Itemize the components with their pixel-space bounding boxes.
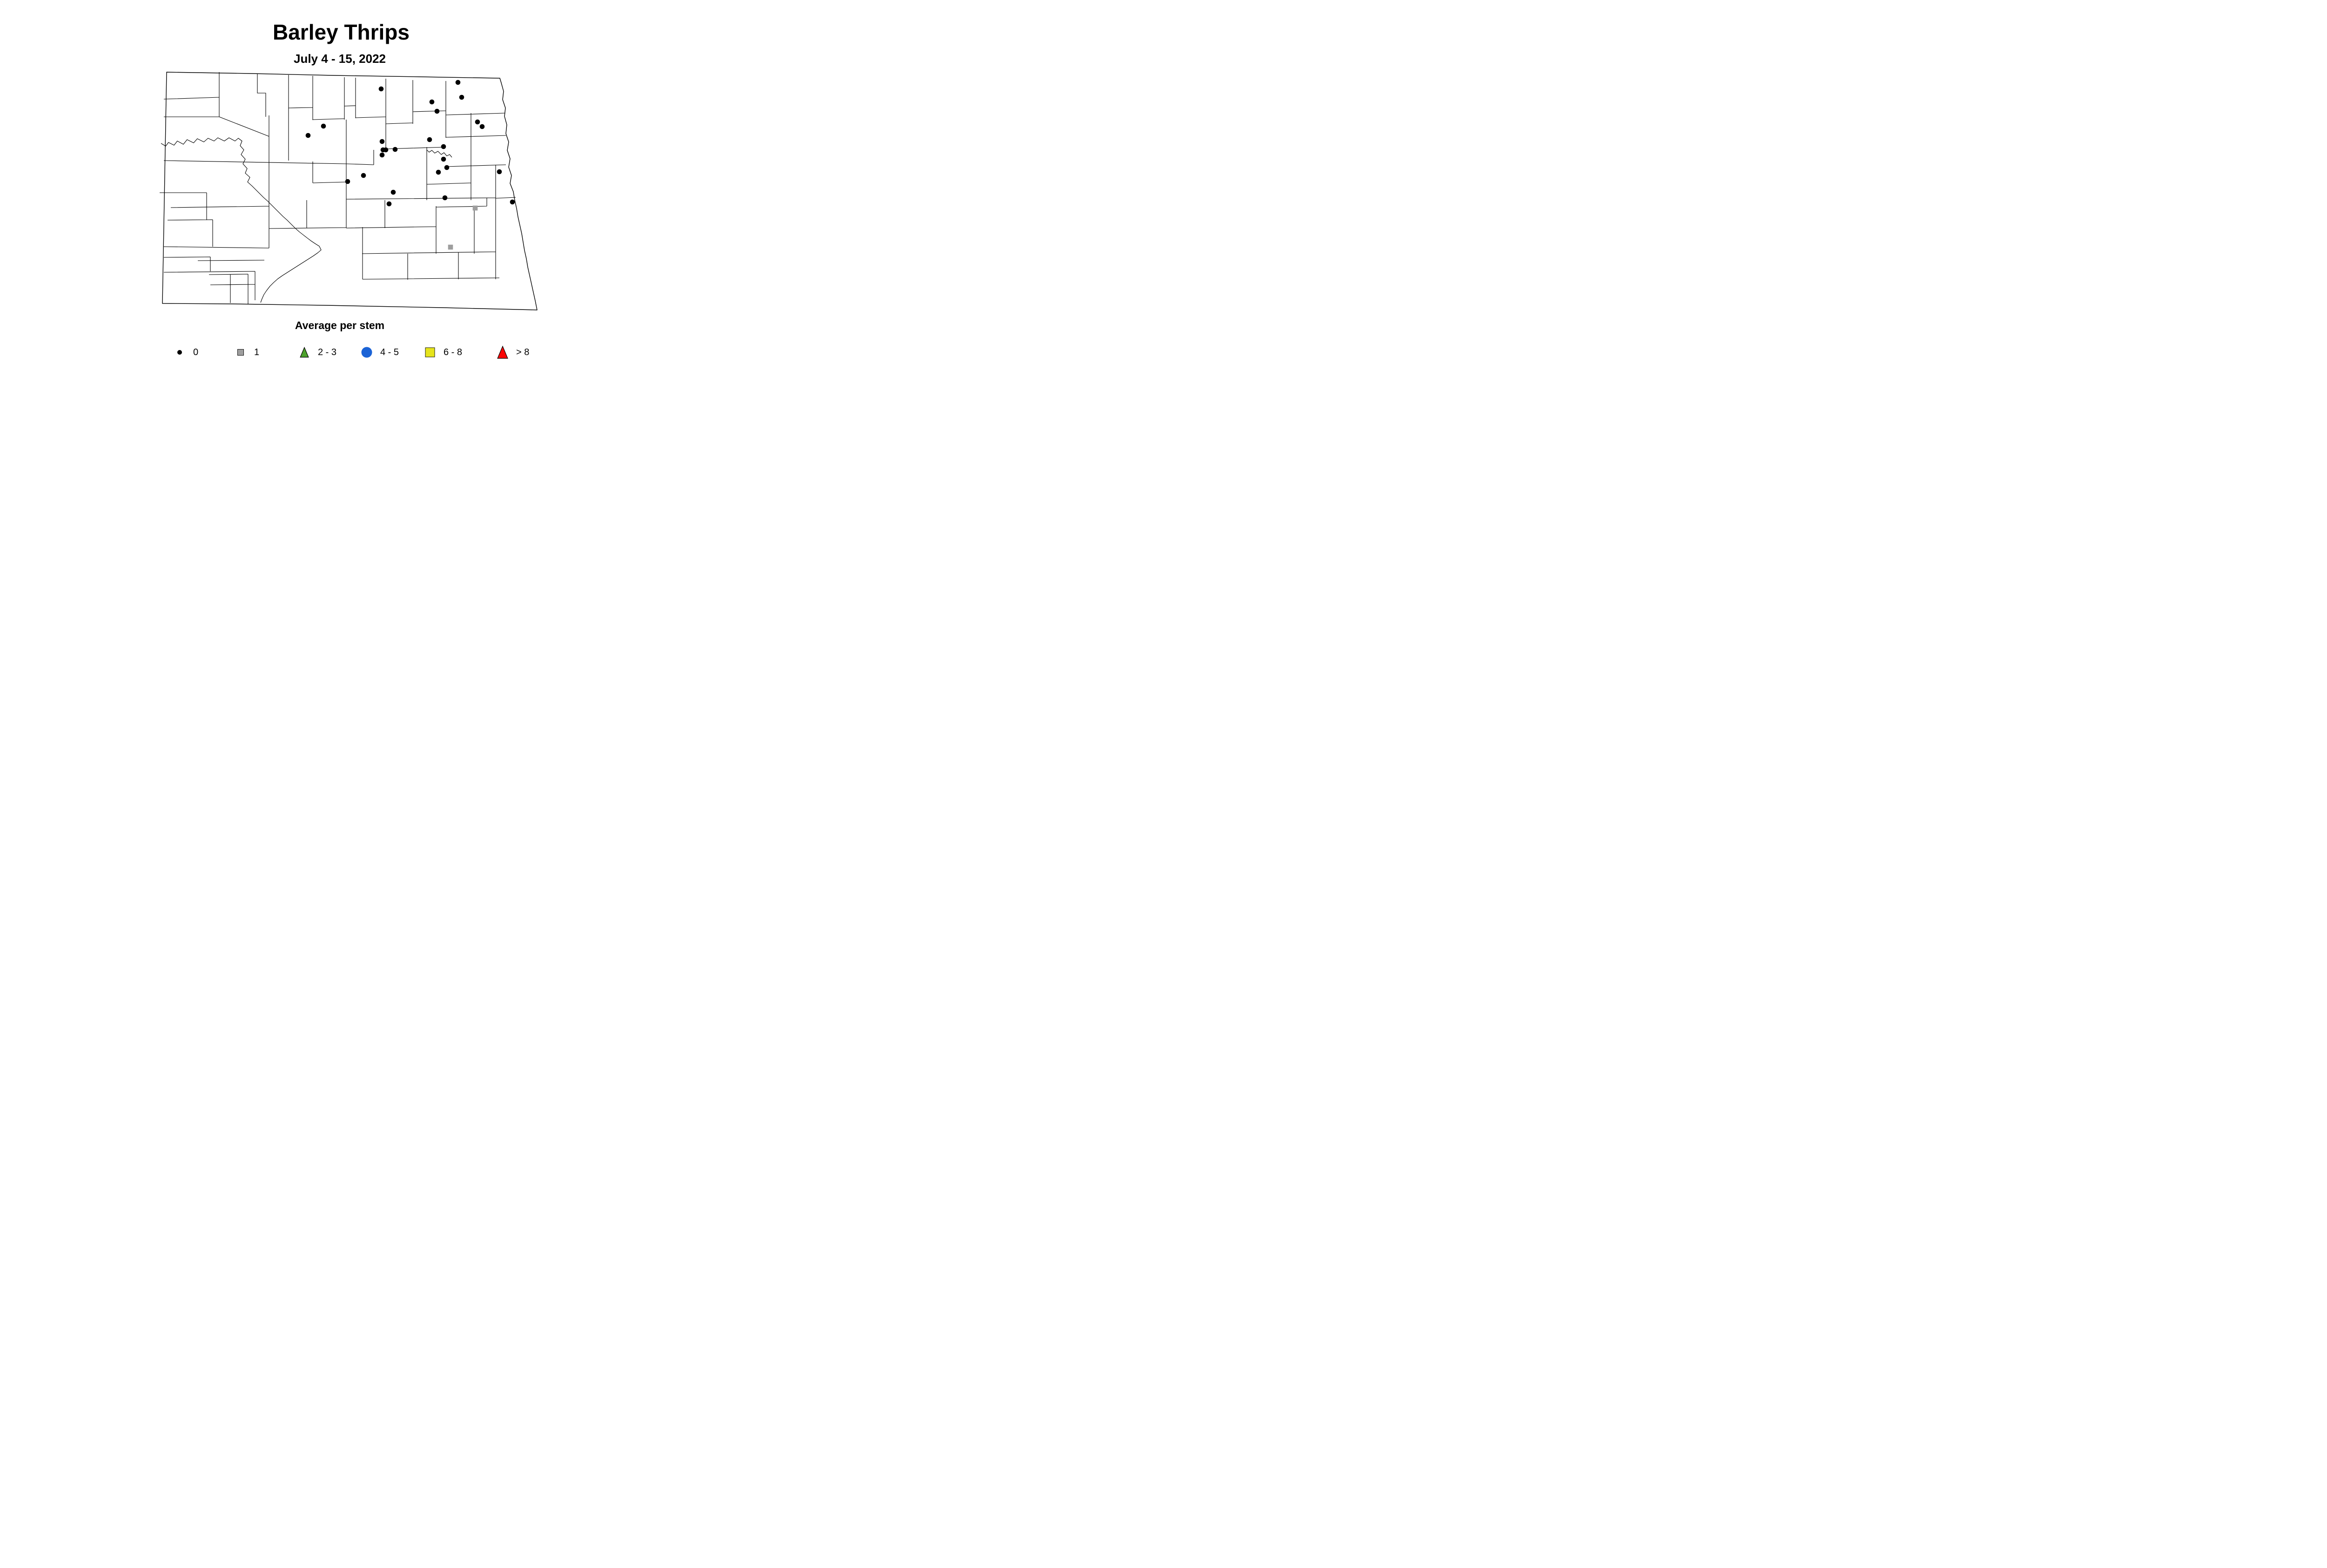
legend-shape (425, 347, 435, 357)
legend-label: 4 - 5 (380, 347, 399, 357)
marker-dot-0 (361, 173, 366, 178)
marker-dot-0 (459, 94, 464, 100)
marker-dot-0 (434, 108, 440, 114)
legend-item-3: 2 - 3 (297, 344, 336, 360)
marker-dot-0 (442, 195, 448, 201)
marker-dot-0 (429, 99, 435, 105)
state-outline (162, 72, 538, 310)
legend-item-1: 0 (172, 344, 198, 360)
marker-dot-0 (305, 133, 311, 138)
legend-item-2: 1 (233, 344, 259, 360)
marker-dot-0 (436, 169, 441, 175)
legend-shape (300, 346, 309, 358)
legend-symbol-square-icon (237, 349, 244, 356)
marker-dot-0 (510, 199, 515, 205)
marker-dot-0 (392, 147, 398, 152)
marker-dot-0 (441, 144, 446, 149)
marker-dot-0 (321, 123, 326, 129)
marker-dot-0 (379, 139, 385, 144)
legend-symbol-circle-icon (361, 347, 372, 358)
marker-square-1 (472, 205, 478, 211)
legend-item-6: > 8 (495, 344, 529, 360)
missouri-river (161, 137, 322, 303)
marker-layer (305, 80, 515, 250)
legend-label: 0 (193, 347, 199, 357)
marker-dot-0 (386, 201, 392, 207)
figure-page: Barley Thrips July 4 - 15, 2022 Average … (0, 0, 717, 374)
marker-dot-0 (379, 152, 385, 158)
marker-dot-0 (383, 147, 389, 153)
legend-shape (361, 347, 372, 358)
page-title: Barley Thrips (273, 20, 410, 44)
county-boundaries (160, 72, 516, 304)
legend-title: Average per stem (295, 319, 385, 331)
marker-dot-0 (444, 165, 450, 170)
page-subtitle: July 4 - 15, 2022 (293, 52, 386, 66)
marker-dot-0 (497, 169, 502, 175)
legend-symbol-triangle-icon (497, 345, 508, 359)
marker-dot-0 (441, 156, 446, 162)
marker-dot-0 (479, 124, 485, 129)
legend-label: > 8 (516, 347, 530, 357)
legend-item-5: 6 - 8 (423, 344, 462, 360)
marker-dot-0 (390, 189, 396, 195)
legend-symbol-dot-icon (177, 350, 182, 355)
legend-symbol-square-icon (425, 347, 435, 357)
legend-label: 6 - 8 (444, 347, 463, 357)
marker-dot-0 (345, 179, 350, 184)
marker-square-1 (448, 244, 453, 250)
legend-shape (497, 345, 508, 359)
devils-lake (426, 149, 452, 158)
legend-row: 0 1 2 - 3 4 - 5 6 - 8 > 8 (0, 344, 717, 360)
legend-shape (177, 350, 182, 355)
marker-dot-0 (427, 137, 432, 142)
marker-dot-0 (475, 119, 480, 125)
legend-label: 2 - 3 (318, 347, 337, 357)
legend-item-4: 4 - 5 (359, 344, 399, 360)
north-dakota-map (160, 72, 538, 310)
legend-shape (237, 349, 244, 356)
legend-label: 1 (254, 347, 260, 357)
marker-dot-0 (455, 80, 461, 85)
legend-symbol-triangle-icon (300, 346, 309, 358)
marker-dot-0 (378, 86, 384, 92)
